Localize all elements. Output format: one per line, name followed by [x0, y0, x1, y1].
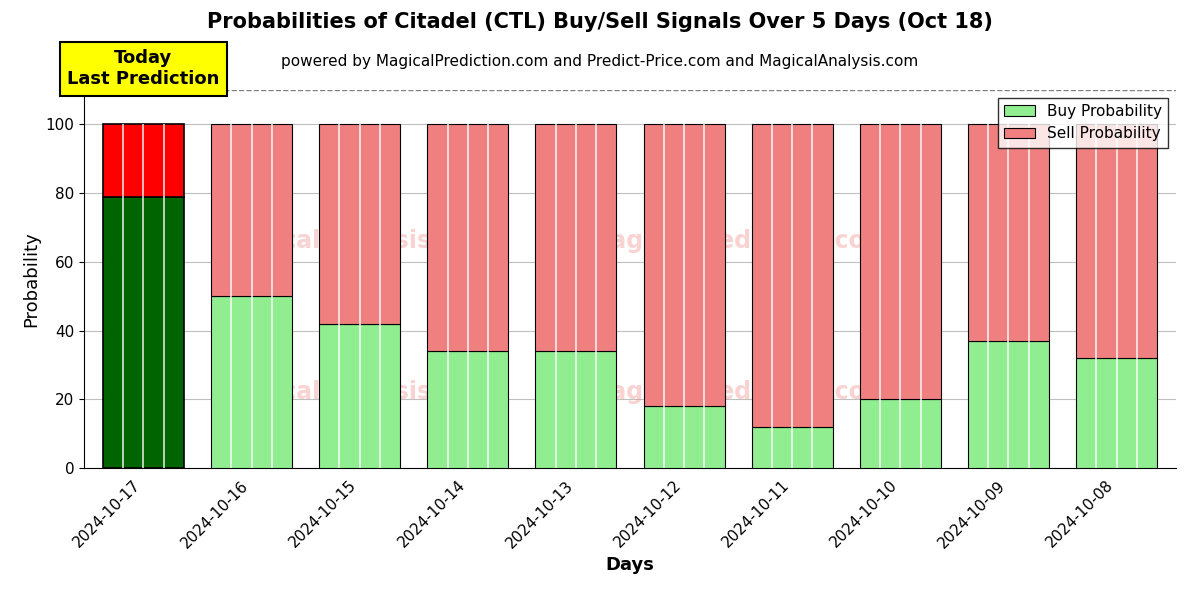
Text: MagicalAnalysis.com: MagicalAnalysis.com: [218, 229, 496, 253]
Bar: [211, 124, 292, 296]
Legend: Buy Probability, Sell Probability: Buy Probability, Sell Probability: [998, 98, 1169, 148]
Bar: [319, 124, 401, 323]
Bar: [751, 427, 833, 468]
Bar: [859, 124, 941, 399]
Text: powered by MagicalPrediction.com and Predict-Price.com and MagicalAnalysis.com: powered by MagicalPrediction.com and Pre…: [281, 54, 919, 69]
Text: Probabilities of Citadel (CTL) Buy/Sell Signals Over 5 Days (Oct 18): Probabilities of Citadel (CTL) Buy/Sell …: [208, 12, 992, 32]
Text: MagicalPrediction.com: MagicalPrediction.com: [588, 229, 890, 253]
Bar: [535, 351, 617, 468]
Bar: [859, 399, 941, 468]
Bar: [319, 323, 401, 468]
Bar: [211, 296, 292, 468]
Bar: [968, 341, 1049, 468]
Bar: [1076, 358, 1157, 468]
Text: MagicalPrediction.com: MagicalPrediction.com: [588, 380, 890, 404]
Y-axis label: Probability: Probability: [22, 231, 40, 327]
Bar: [103, 124, 184, 197]
Bar: [427, 351, 509, 468]
Bar: [643, 124, 725, 406]
Bar: [643, 406, 725, 468]
Text: MagicalAnalysis.com: MagicalAnalysis.com: [218, 380, 496, 404]
Bar: [103, 197, 184, 468]
Bar: [751, 124, 833, 427]
Text: Today
Last Prediction: Today Last Prediction: [67, 49, 220, 88]
Bar: [427, 124, 509, 351]
Bar: [535, 124, 617, 351]
Bar: [968, 124, 1049, 341]
X-axis label: Days: Days: [606, 556, 654, 574]
Bar: [1076, 124, 1157, 358]
